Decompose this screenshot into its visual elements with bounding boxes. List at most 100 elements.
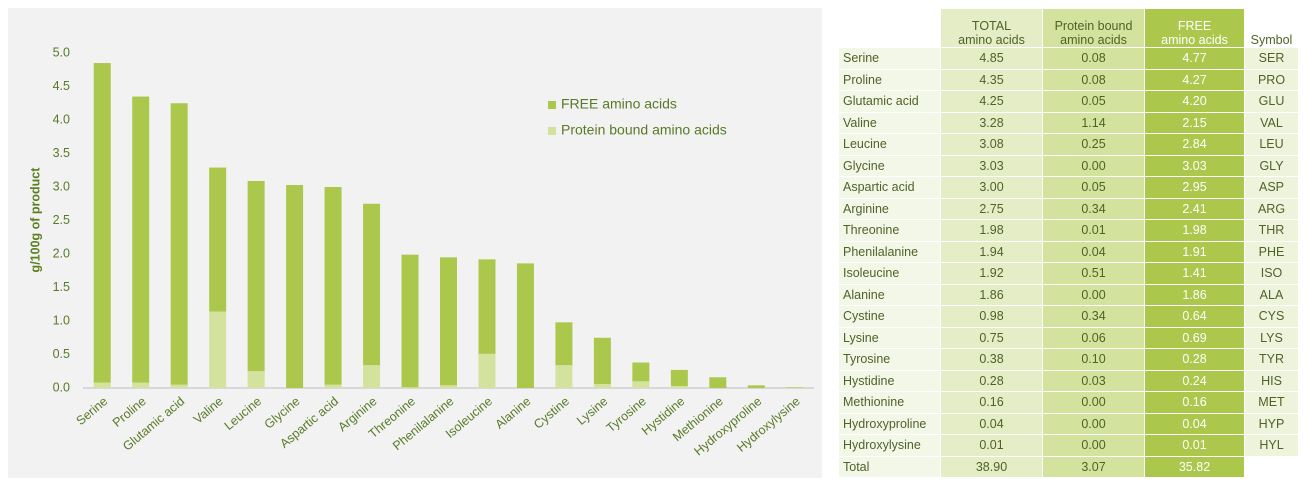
table-cell: 0.69 bbox=[1144, 326, 1245, 349]
table-cell: Glutamic acid bbox=[838, 90, 941, 113]
table-cell: 3.03 bbox=[1144, 154, 1245, 177]
header-cell: FREE amino acids bbox=[1144, 8, 1245, 48]
bar-segment bbox=[401, 254, 419, 388]
table-cell: PHE bbox=[1244, 240, 1299, 263]
table-cell: 1.92 bbox=[940, 262, 1043, 285]
table-cell: HYP bbox=[1244, 412, 1299, 435]
bar-segment bbox=[670, 369, 688, 386]
table-cell: ISO bbox=[1244, 262, 1299, 285]
bar-segment bbox=[363, 203, 381, 366]
table-row: Hydroxylysine 0.01 0.00 0.01 HYL bbox=[838, 434, 1299, 457]
table-cell: 1.98 bbox=[1144, 219, 1245, 242]
legend-swatch bbox=[548, 127, 556, 135]
table-cell: 0.00 bbox=[1042, 412, 1145, 435]
bar-segment bbox=[363, 365, 381, 388]
table-cell: HIS bbox=[1244, 369, 1299, 392]
table-cell: Valine bbox=[838, 111, 941, 134]
header-cell bbox=[838, 8, 941, 48]
legend-swatch bbox=[548, 101, 556, 109]
table-cell: 0.16 bbox=[1144, 391, 1245, 414]
bar-segment bbox=[632, 362, 650, 382]
table-cell: Hydroxyproline bbox=[838, 412, 941, 435]
table-cell: ARG bbox=[1244, 197, 1299, 220]
table-cell: 4.77 bbox=[1144, 47, 1245, 70]
table-cell: 0.04 bbox=[1042, 240, 1145, 263]
table-cell: PRO bbox=[1244, 68, 1299, 91]
table-cell: GLU bbox=[1244, 90, 1299, 113]
table-cell: 38.90 bbox=[940, 455, 1043, 478]
table-cell: Hystidine bbox=[838, 369, 941, 392]
bar-segment bbox=[555, 365, 573, 388]
table-cell: Hydroxylysine bbox=[838, 434, 941, 457]
table-row: Alanine 1.86 0.00 1.86 ALA bbox=[838, 283, 1299, 306]
bar-segment bbox=[440, 385, 457, 388]
table-cell: 0.00 bbox=[1042, 283, 1145, 306]
bar-segment bbox=[440, 257, 457, 386]
table-cell: 0.01 bbox=[1144, 434, 1245, 457]
table-row: Methionine 0.16 0.00 0.16 MET bbox=[838, 391, 1299, 414]
table-cell bbox=[1244, 455, 1299, 478]
table-cell: 0.06 bbox=[1042, 326, 1145, 349]
table-cell: 1.41 bbox=[1144, 262, 1245, 285]
table-cell: 0.00 bbox=[1042, 154, 1145, 177]
table-cell: Threonine bbox=[838, 219, 941, 242]
table-cell: Lysine bbox=[838, 326, 941, 349]
table-cell: 0.64 bbox=[1144, 305, 1245, 328]
bar-segment bbox=[709, 377, 727, 388]
table-row: Aspartic acid 3.00 0.05 2.95 ASP bbox=[838, 176, 1299, 199]
table-row: Glutamic acid 4.25 0.05 4.20 GLU bbox=[838, 90, 1299, 113]
table-cell: Methionine bbox=[838, 391, 941, 414]
table-cell: 0.34 bbox=[1042, 305, 1145, 328]
table-cell: 3.08 bbox=[940, 133, 1043, 156]
table-cell: 4.20 bbox=[1144, 90, 1245, 113]
bar-segment bbox=[401, 387, 419, 388]
table-cell: 0.08 bbox=[1042, 68, 1145, 91]
table-cell: ASP bbox=[1244, 176, 1299, 199]
table-cell: Serine bbox=[838, 47, 941, 70]
table-cell: 1.94 bbox=[940, 240, 1043, 263]
table-cell: Aspartic acid bbox=[838, 176, 941, 199]
header-cell: Protein bound amino acids bbox=[1042, 8, 1145, 48]
table-cell: LEU bbox=[1244, 133, 1299, 156]
table-row: Arginine 2.75 0.34 2.41 ARG bbox=[838, 197, 1299, 220]
table-cell: 0.01 bbox=[1042, 219, 1145, 242]
table-cell: TYR bbox=[1244, 348, 1299, 371]
table-cell: 1.91 bbox=[1144, 240, 1245, 263]
table-cell: 0.00 bbox=[1042, 391, 1145, 414]
table-cell: Total bbox=[838, 455, 941, 478]
bar-segment bbox=[170, 384, 188, 388]
table-cell: 1.86 bbox=[940, 283, 1043, 306]
y-tick-label: 5.0 bbox=[53, 45, 70, 59]
table-cell: 0.08 bbox=[1042, 47, 1145, 70]
table-cell: CYS bbox=[1244, 305, 1299, 328]
bar-segment bbox=[247, 371, 265, 388]
table-cell: 3.28 bbox=[940, 111, 1043, 134]
table-cell: 0.03 bbox=[1042, 369, 1145, 392]
table-cell: Isoleucine bbox=[838, 262, 941, 285]
table-cell: 3.07 bbox=[1042, 455, 1145, 478]
table-row: Isoleucine 1.92 0.51 1.41 ISO bbox=[838, 262, 1299, 285]
table-cell: 2.41 bbox=[1144, 197, 1245, 220]
bar-segment bbox=[324, 187, 342, 385]
chart: g/100g of product 0.0 0.5 1.0 1.5 2.0 2.5 3.0 3… bbox=[8, 8, 822, 478]
table-cell: 0.28 bbox=[940, 369, 1043, 392]
table-cell: 1.86 bbox=[1144, 283, 1245, 306]
y-axis-label: g/100g of product bbox=[28, 167, 42, 273]
table-cell: 3.03 bbox=[940, 154, 1043, 177]
table-cell: 0.24 bbox=[1144, 369, 1245, 392]
y-tick-label: 3.5 bbox=[53, 146, 70, 160]
table-cell: Tyrosine bbox=[838, 348, 941, 371]
bar-segment bbox=[324, 384, 342, 388]
table-cell: 2.95 bbox=[1144, 176, 1245, 199]
table-cell: Phenilalanine bbox=[838, 240, 941, 263]
table-row: Lysine 0.75 0.06 0.69 LYS bbox=[838, 326, 1299, 349]
bar-segment bbox=[93, 63, 111, 383]
table-cell: Leucine bbox=[838, 133, 941, 156]
header-row: TOTAL amino acids Protein bound amino aci… bbox=[838, 8, 1299, 48]
table-cell: GLY bbox=[1244, 154, 1299, 177]
table-cell: 0.05 bbox=[1042, 176, 1145, 199]
table-cell: 0.01 bbox=[940, 434, 1043, 457]
y-tick-label: 3.0 bbox=[53, 179, 70, 193]
bar-segment bbox=[286, 184, 304, 388]
data-table: TOTAL amino acids Protein bound amino aci… bbox=[838, 8, 1299, 478]
